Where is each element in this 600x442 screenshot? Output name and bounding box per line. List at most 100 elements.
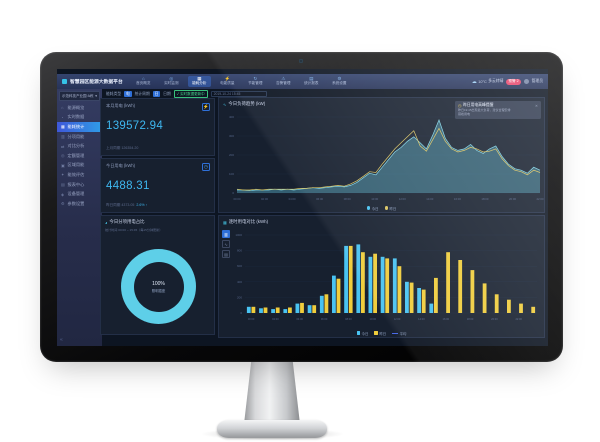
user-avatar[interactable] [523, 79, 529, 84]
hourly-energy-chart: 0 200 400 600 800 1000 00:00 02:00 04:00 06:00 08:… [235, 233, 537, 321]
chart-type-button-2[interactable]: ▤ [222, 250, 230, 258]
nav-item-1[interactable]: ◎ 实时监测 [160, 76, 183, 87]
donut-label: 照明插座 [151, 288, 166, 293]
sidebar-item-10[interactable]: ⚙ 参数设置 [57, 199, 102, 209]
panel-title: 今日负荷趋势 (kW) [228, 101, 266, 106]
sidebar-item-0[interactable]: ⌂ 能源概览 [57, 103, 102, 113]
sidebar-item-1[interactable]: ◔ 实时数据 [57, 113, 102, 123]
legend-item-0[interactable]: 今日 [366, 206, 379, 211]
panel-header: ∿ 今日负荷趋势 (kW) [219, 98, 544, 107]
filter-period-chip[interactable]: 日 [152, 91, 161, 97]
weather-cloud-icon: ☁ [471, 78, 477, 85]
legend-item-1[interactable]: 昨日 [384, 206, 396, 211]
svg-text:14:00: 14:00 [426, 197, 433, 201]
weather-temp: 10°C [478, 79, 487, 84]
nav-item-icon: ▦ [197, 76, 202, 82]
chevron-down-icon: ▾ [95, 94, 97, 98]
nav-items: ⌂ 首页概览 ◎ 实时监测 ▦ 能耗分析 ⚡ 电能质量 ↻ 节能管理 ⚠ 告警管理 ▤ 统计报表 ⚙ 系统设置 [132, 76, 351, 87]
svg-text:00:00: 00:00 [234, 197, 241, 201]
nav-item-0[interactable]: ⌂ 首页概览 [132, 76, 155, 87]
svg-text:18:00: 18:00 [467, 317, 474, 321]
svg-text:20:00: 20:00 [491, 317, 498, 321]
nav-item-3[interactable]: ⚡ 电能质量 [216, 76, 239, 87]
nav-item-5[interactable]: ⚠ 告警管理 [272, 76, 295, 87]
nav-item-label: 能耗分析 [192, 80, 207, 85]
panel-title: 今日分项用电占比 [109, 219, 145, 224]
building-select[interactable]: 示范科技产业园·A栋 ▾ [59, 91, 100, 101]
svg-text:02:00: 02:00 [272, 317, 279, 321]
sidebar-item-label: 能源概览 [67, 104, 85, 110]
svg-text:16:00: 16:00 [454, 197, 461, 201]
close-icon[interactable]: ✕ [534, 103, 538, 108]
sidebar-item-7[interactable]: ✦ 能效评估 [57, 170, 102, 180]
nav-item-label: 统计报表 [304, 80, 319, 85]
load-trend-panel: ∿ 今日负荷趋势 (kW) 0 100 200 300 400 00:00 02:00 04:… [218, 97, 545, 213]
svg-text:00:00: 00:00 [248, 317, 255, 321]
nav-item-icon: ◎ [169, 76, 174, 82]
svg-text:08:00: 08:00 [344, 197, 351, 201]
sidebar: 示范科技产业园·A栋 ▾ ⌂ 能源概览 ◔ 实时数据 ▦ 能耗统计 ▥ 分项用能 ⇄ 对比分析 ◎ 定… [57, 89, 102, 346]
nav-item-4[interactable]: ↻ 节能管理 [244, 76, 267, 87]
donut-percent: 100% [152, 280, 165, 287]
panel-subtitle: 统计时间 00:00 ~ 15:45（每15分钟更新） [105, 227, 163, 232]
legend-item-0[interactable]: 今日 [356, 331, 368, 336]
app-title: 智慧园区能源大数据平台 [70, 80, 123, 85]
filter-period-label: 统计周期 [134, 91, 150, 96]
nav-item-2[interactable]: ▦ 能耗分析 [187, 76, 211, 87]
legend-item-1[interactable]: 昨日 [374, 331, 386, 336]
date-picker-input[interactable]: 2019-10-24 15:45 [210, 90, 267, 98]
chart-type-toolbar: ▥ ∿ ▤ [222, 230, 230, 258]
nav-item-icon: ⚠ [281, 76, 286, 82]
sidebar-item-2[interactable]: ▦ 能耗统计 [57, 122, 102, 132]
kpi-value: 4488.31 [106, 180, 150, 192]
svg-text:22:00: 22:00 [537, 197, 544, 201]
donut-chart: 100% 照明插座 [121, 249, 196, 324]
sidebar-item-label: 设备管理 [67, 191, 85, 197]
sidebar-item-icon: ⌂ [61, 105, 64, 111]
kpi-footnote: 上月同期 126354.20 [106, 146, 139, 150]
alarm-badge[interactable]: 预警 2 [506, 78, 521, 85]
svg-text:18:00: 18:00 [481, 197, 488, 201]
sidebar-item-label: 对比分析 [67, 143, 85, 149]
sidebar-collapse-icon[interactable]: « [60, 337, 63, 343]
notice-title: 昨日用电高峰提醒 [463, 103, 494, 107]
panel-title: 逐时用电对比 (kWh) [228, 219, 269, 224]
sidebar-item-8[interactable]: ▤ 报表中心 [57, 180, 102, 190]
bar-chart-icon: ▦ [223, 219, 227, 225]
sidebar-item-9[interactable]: ◈ 设备管理 [57, 189, 102, 199]
svg-text:06:00: 06:00 [316, 197, 323, 201]
svg-text:14:00: 14:00 [418, 317, 425, 321]
nav-item-6[interactable]: ▤ 统计报表 [300, 76, 323, 87]
kpi-card-month-energy: 本月用电 (kWh) ⚡ 139572.94 上月同期 126354.20 [100, 98, 215, 156]
user-name[interactable]: 管理员 [531, 79, 543, 83]
legend-swatch [366, 206, 371, 210]
sidebar-item-5[interactable]: ◎ 定额管理 [57, 151, 102, 161]
kpi-value: 139572.94 [106, 120, 164, 132]
nav-item-label: 首页概览 [136, 80, 151, 85]
legend-item-2[interactable]: 平均 [392, 331, 406, 336]
notice-header: ◷ 昨日用电高峰提醒 ✕ [458, 103, 538, 108]
dashboard-screen: 智慧园区能源大数据平台 ⌂ 首页概览 ◎ 实时监测 ▦ 能耗分析 ⚡ 电能质量 ↻ 节能管理 ⚠ 告警… [57, 69, 548, 346]
sidebar-item-4[interactable]: ⇄ 对比分析 [57, 141, 102, 151]
chart-type-button-1[interactable]: ∿ [222, 240, 230, 248]
notice-body: 昨日19:45出现最大负荷，建议合理安排 错峰用电 [458, 108, 511, 116]
filter-type-chip[interactable]: 电 [124, 91, 132, 97]
svg-text:300: 300 [229, 134, 234, 138]
hourly-energy-panel: ▦ 逐时用电对比 (kWh) ▥ ∿ ▤ 0 200 400 600 800 1000 00:0… [218, 215, 545, 338]
svg-text:10:00: 10:00 [370, 317, 377, 321]
sidebar-item-6[interactable]: ▣ 区域用能 [57, 161, 102, 171]
kpi-title: 本月用电 (kWh) [106, 103, 136, 108]
weather-widget: ☁ 10°C 多云转晴 [472, 79, 504, 85]
nav-item-7[interactable]: ⚙ 系统设置 [328, 76, 351, 87]
sidebar-item-3[interactable]: ▥ 分项用能 [57, 132, 102, 142]
svg-text:06:00: 06:00 [321, 317, 328, 321]
legend-swatch [392, 332, 399, 334]
pie-chart-icon: ◕ [105, 219, 108, 225]
chart-type-button-0[interactable]: ▥ [222, 230, 230, 238]
svg-text:1000: 1000 [235, 233, 242, 237]
monitor-stand-base [217, 420, 327, 438]
sidebar-item-label: 能效评估 [67, 171, 85, 177]
clock-icon: ◷ [458, 103, 462, 108]
donut-panel: ◕ 今日分项用电占比 统计时间 00:00 ~ 15:45（每15分钟更新） 1… [100, 215, 215, 335]
filter-type-label: 能耗类型 [106, 91, 122, 96]
